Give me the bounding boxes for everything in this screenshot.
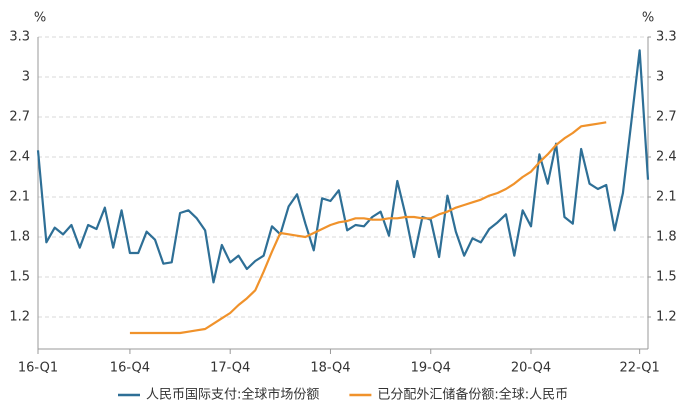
y-tick-label: 2.7 xyxy=(9,110,30,125)
series-line xyxy=(129,121,607,335)
y-tick-label: 3 xyxy=(22,70,30,85)
y2-tick-label: 1.2 xyxy=(656,310,677,325)
x-tick-label: 22-Q1 xyxy=(620,361,660,376)
y-tick-label: 2.4 xyxy=(9,150,30,165)
y2-tick-label: 3.3 xyxy=(656,30,677,45)
legend-label: 人民币国际支付:全球市场份额 xyxy=(146,387,319,403)
y2-tick-label: 1.8 xyxy=(656,230,677,245)
x-tick-label: 20-Q4 xyxy=(511,361,551,376)
x-tick-label: 16-Q4 xyxy=(110,361,150,376)
y-tick-label: 3.3 xyxy=(9,30,30,45)
y2-tick-label: 1.5 xyxy=(656,270,677,285)
y2-axis-unit: % xyxy=(642,11,654,26)
y-tick-label: 1.2 xyxy=(9,310,30,325)
y-tick-label: 1.8 xyxy=(9,230,30,245)
y2-tick-label: 3 xyxy=(656,70,664,85)
y-axis-unit: % xyxy=(34,11,46,26)
y2-tick-label: 2.4 xyxy=(656,150,677,165)
legend-label: 已分配外汇储备份额:全球:人民币 xyxy=(377,387,568,403)
x-tick-label: 18-Q4 xyxy=(310,361,350,376)
x-tick-label: 19-Q4 xyxy=(411,361,451,376)
y-tick-label: 1.5 xyxy=(9,270,30,285)
y2-tick-label: 2.1 xyxy=(656,190,677,205)
series-line xyxy=(36,49,650,284)
x-tick-label: 17-Q4 xyxy=(210,361,250,376)
y2-tick-label: 2.7 xyxy=(656,110,677,125)
x-tick-label: 16-Q1 xyxy=(18,361,58,376)
y-tick-label: 2.1 xyxy=(9,190,30,205)
